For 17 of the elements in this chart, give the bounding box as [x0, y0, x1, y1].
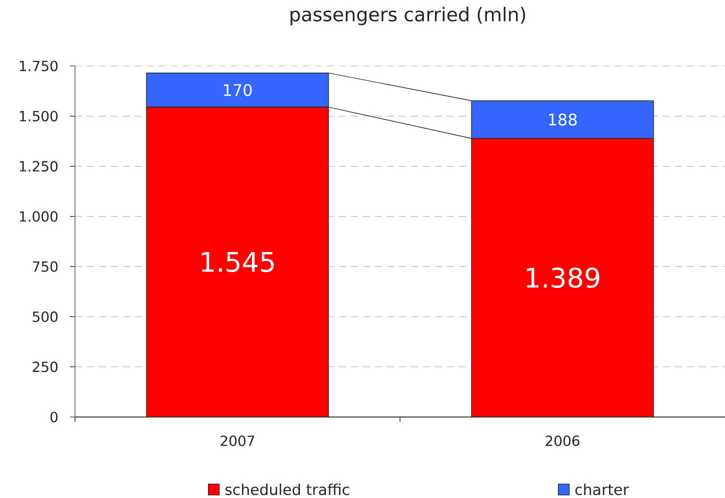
- chart-title: passengers carried (mln): [290, 6, 526, 26]
- y-tick-label: 0: [50, 412, 58, 422]
- y-tick-label: 1.000: [20, 211, 58, 222]
- y-tick-label: 1.750: [20, 60, 58, 72]
- legend-label: charter: [575, 484, 629, 496]
- data-label: 188: [548, 114, 577, 126]
- legend-label: scheduled traffic: [225, 484, 350, 496]
- y-tick-label: 500: [32, 311, 58, 322]
- data-label: 1.389: [526, 267, 600, 288]
- y-tick-label: 1.250: [20, 160, 58, 172]
- x-tick-label: 2007: [220, 436, 254, 446]
- x-tick-label: 2006: [546, 436, 580, 446]
- y-tick-label: 750: [32, 261, 58, 272]
- y-tick-label: 1.500: [20, 110, 58, 122]
- data-label: 1.545: [202, 252, 274, 272]
- data-label: 170: [224, 84, 252, 96]
- y-tick-label: 250: [32, 362, 58, 372]
